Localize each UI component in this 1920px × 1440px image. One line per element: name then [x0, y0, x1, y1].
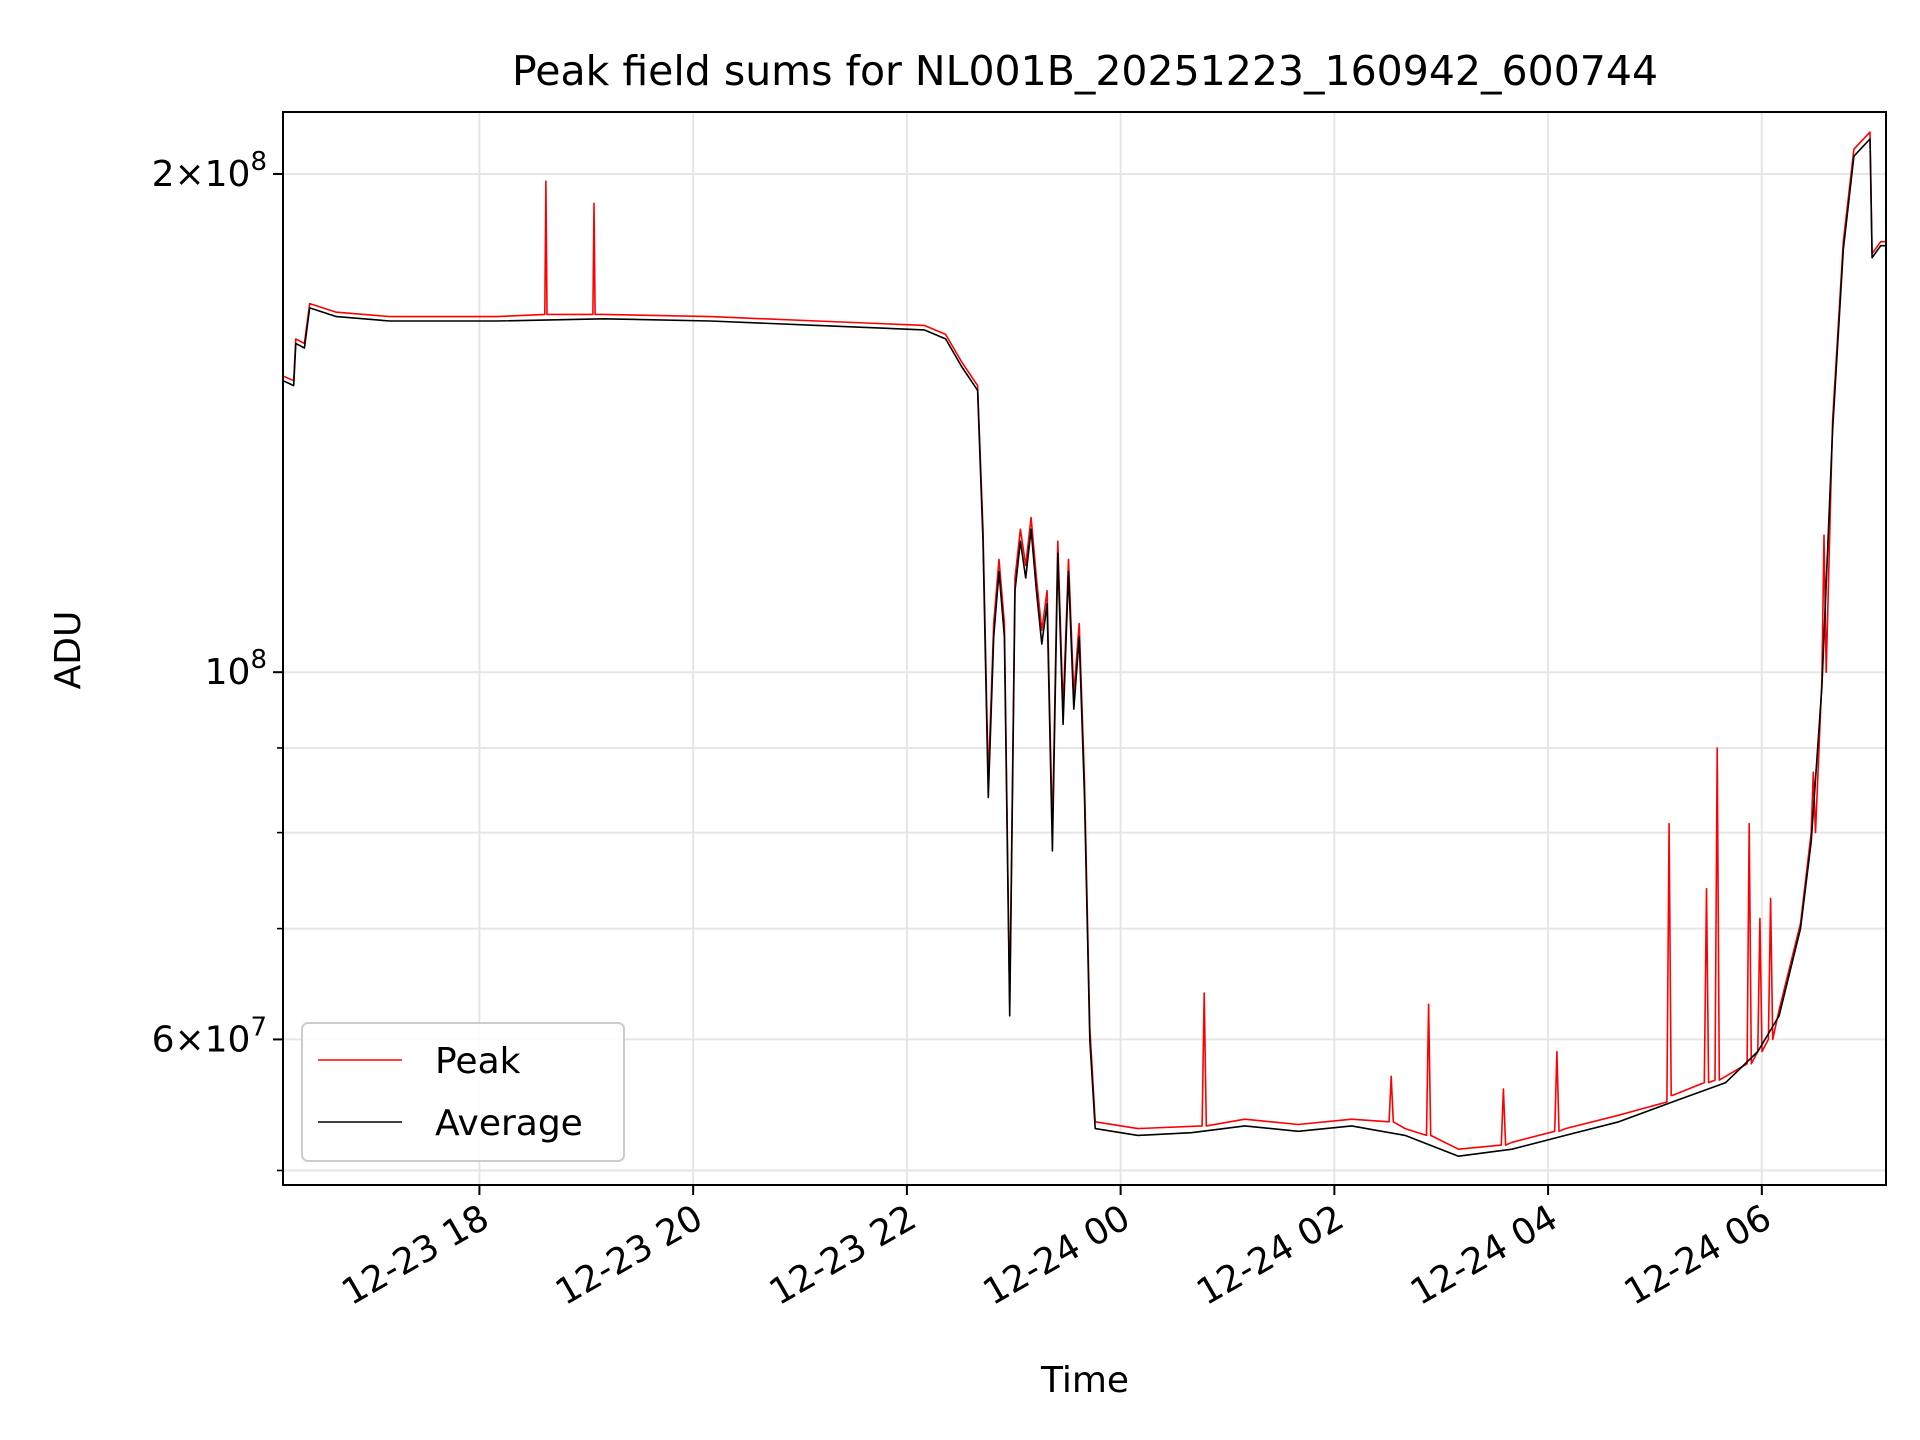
- y-tick-label: 6×107: [152, 1012, 267, 1060]
- legend-box: [301, 1022, 625, 1162]
- series-line-peak: [282, 131, 1886, 1150]
- x-axis-label: Time: [1040, 1360, 1129, 1401]
- legend: Peak Average: [301, 1022, 625, 1162]
- legend-label-average: Average: [435, 1103, 583, 1144]
- chart-title: Peak field sums for NL001B_20251223_1609…: [512, 47, 1658, 95]
- plot-lines: [282, 131, 1886, 1157]
- y-tick-label: 2×108: [152, 147, 267, 195]
- legend-label-peak: Peak: [435, 1041, 521, 1082]
- y-axis: 6×107 108 2×108: [152, 147, 283, 1172]
- series-line-average: [282, 138, 1886, 1157]
- y-axis-label: ADU: [48, 611, 89, 690]
- y-tick-label: 108: [205, 645, 267, 693]
- plot-frame: [282, 111, 1887, 1186]
